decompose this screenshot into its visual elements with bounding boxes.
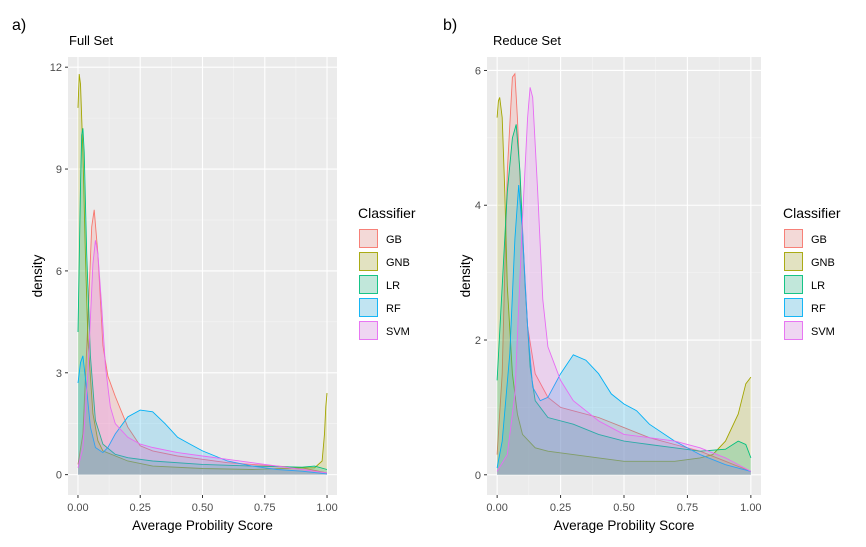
legend-key-swatch — [784, 252, 803, 271]
x-tick-label: 1.00 — [740, 502, 761, 514]
legend-item-gb: GB — [784, 229, 827, 248]
density-area-rf — [497, 185, 751, 475]
legend-item-gnb: GNB — [784, 252, 835, 271]
density-line-lr — [496, 124, 752, 459]
legend-key-background — [784, 298, 803, 317]
legend-key-background — [359, 252, 378, 271]
legend-item-gnb: GNB — [359, 252, 410, 271]
density-area-svm — [78, 240, 327, 475]
panel-tag: b) — [443, 17, 457, 34]
x-tick-label: 0.00 — [486, 502, 507, 514]
legend-key-background — [784, 321, 803, 340]
legend-item-svm: SVM — [784, 321, 835, 340]
legend-label: GNB — [386, 257, 410, 269]
density-area-lr — [497, 124, 751, 475]
legend-title: Classifier — [783, 205, 841, 221]
density-area-rf — [78, 355, 327, 475]
y-tick-label: 6 — [475, 65, 481, 77]
legend-key-swatch — [359, 275, 378, 294]
legend-key-background — [359, 321, 378, 340]
legend-key-background — [359, 275, 378, 294]
legend-key-background — [784, 229, 803, 248]
legend-title: Classifier — [358, 205, 416, 221]
panel-tag: a) — [12, 17, 26, 34]
legend-key-swatch — [784, 321, 803, 340]
y-tick-label: 0 — [56, 470, 62, 482]
x-tick-label: 0.75 — [254, 502, 275, 514]
density-line-svm — [496, 87, 752, 472]
y-tick-label: 9 — [56, 164, 62, 176]
legend-label: GB — [386, 234, 402, 246]
legend-key-swatch — [359, 298, 378, 317]
chart-title: Reduce Set — [493, 33, 561, 48]
density-line-svm — [77, 240, 328, 474]
density-line-rf — [77, 355, 328, 475]
y-axis-title: density — [30, 254, 45, 297]
legend-key-swatch — [359, 229, 378, 248]
density-line-gb — [77, 209, 328, 474]
density-line-gnb — [496, 97, 752, 462]
y-tick-label: 6 — [56, 266, 62, 278]
legend-item-rf: RF — [784, 298, 826, 317]
legend-label: GB — [811, 234, 827, 246]
x-tick-label: 0.25 — [130, 502, 151, 514]
legend-label: GNB — [811, 257, 835, 269]
x-tick-label: 0.50 — [192, 502, 213, 514]
legend-label: SVM — [386, 326, 410, 338]
x-axis-title: Average Probility Score — [554, 518, 695, 533]
legend-key-background — [359, 298, 378, 317]
y-tick-label: 2 — [475, 335, 481, 347]
legend-key-background — [784, 275, 803, 294]
density-line-rf — [496, 184, 752, 472]
legend-key-background — [359, 229, 378, 248]
legend-key-swatch — [359, 252, 378, 271]
legend-key-swatch — [784, 298, 803, 317]
x-tick-label: 0.00 — [67, 502, 88, 514]
density-line-lr — [77, 128, 328, 470]
density-line-gnb — [77, 73, 328, 470]
y-tick-label: 0 — [475, 470, 481, 482]
x-tick-label: 0.75 — [677, 502, 698, 514]
y-tick-label: 4 — [475, 200, 481, 212]
legend-item-rf: RF — [359, 298, 401, 317]
y-tick-label: 12 — [50, 62, 62, 74]
y-axis-title: density — [458, 254, 473, 297]
x-axis-title: Average Probility Score — [132, 518, 273, 533]
legend-label: SVM — [811, 326, 835, 338]
legend-key-background — [784, 252, 803, 271]
x-tick-label: 0.25 — [550, 502, 571, 514]
legend-label: LR — [811, 280, 825, 292]
x-tick-label: 0.50 — [613, 502, 634, 514]
legend-key-swatch — [784, 229, 803, 248]
density-area-gnb — [497, 97, 751, 475]
legend-key-swatch — [784, 275, 803, 294]
legend-key-swatch — [359, 321, 378, 340]
legend-item-lr: LR — [359, 275, 400, 294]
density-area-svm — [497, 87, 751, 475]
density-area-gb — [78, 209, 327, 475]
legend-label: RF — [386, 303, 401, 315]
x-tick-label: 1.00 — [316, 502, 337, 514]
legend-label: RF — [811, 303, 826, 315]
chart-title: Full Set — [69, 33, 113, 48]
legend-item-gb: GB — [359, 229, 402, 248]
legend-item-svm: SVM — [359, 321, 410, 340]
legend-item-lr: LR — [784, 275, 825, 294]
legend-label: LR — [386, 280, 400, 292]
y-tick-label: 3 — [56, 368, 62, 380]
